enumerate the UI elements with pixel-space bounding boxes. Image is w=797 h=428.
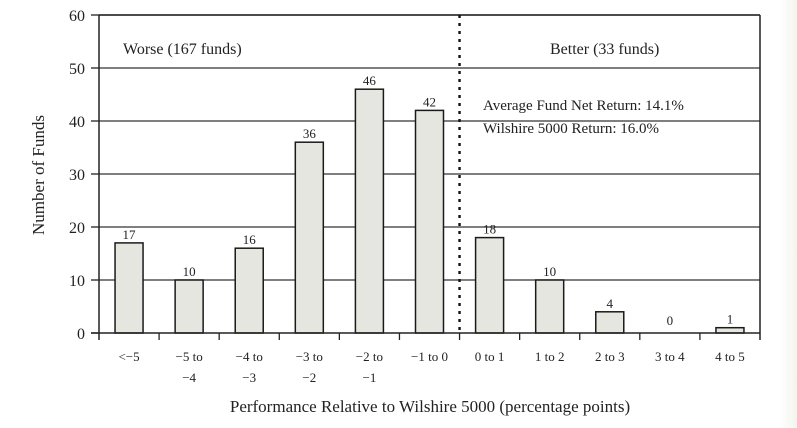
data-label: 4 <box>607 296 614 311</box>
bars <box>114 88 745 334</box>
bar <box>715 326 745 334</box>
bar <box>174 279 204 334</box>
x-tick-label: −2 <box>302 370 316 385</box>
x-tick-label: <−5 <box>118 349 139 364</box>
axes <box>91 14 761 340</box>
x-tick-label: −4 <box>182 370 196 385</box>
x-tick-label: −5 to <box>176 349 203 364</box>
x-tick-label: −1 to 0 <box>411 349 448 364</box>
worse-region-label: Worse (167 funds) <box>123 41 242 58</box>
bar <box>294 141 325 334</box>
x-tick-label: 2 to 3 <box>595 349 625 364</box>
x-tick-label: −3 <box>242 370 256 385</box>
y-axis-title: Number of Funds <box>29 115 48 235</box>
x-tick-label: 0 to 1 <box>475 349 505 364</box>
data-label: 0 <box>667 313 674 328</box>
y-tick-label: 20 <box>69 220 85 237</box>
data-label: 10 <box>543 264 556 279</box>
bar <box>474 236 505 334</box>
bar <box>114 242 144 334</box>
y-tick-label: 0 <box>77 326 85 343</box>
x-tick-label: −4 to <box>236 349 263 364</box>
data-label: 16 <box>243 232 257 247</box>
wilshire-return-annotation: Wilshire 5000 Return: 16.0% <box>483 121 659 137</box>
x-tick-label: 1 to 2 <box>535 349 565 364</box>
data-label: 36 <box>303 126 317 141</box>
paper-edge <box>779 0 797 428</box>
x-tick-label: −2 to <box>356 349 383 364</box>
y-tick-label: 50 <box>69 61 85 78</box>
data-label: 1 <box>727 312 734 327</box>
x-tick-label: 3 to 4 <box>655 349 685 364</box>
x-tick-label: 4 to 5 <box>715 349 745 364</box>
data-label: 42 <box>423 94 436 109</box>
x-tick-label: −1 <box>362 370 376 385</box>
bar <box>234 247 264 334</box>
y-tick-label: 40 <box>69 114 85 131</box>
bar <box>534 279 565 334</box>
data-label: 18 <box>483 222 496 237</box>
bar <box>354 88 385 334</box>
x-tick-label: −3 to <box>296 349 323 364</box>
y-tick-label: 60 <box>69 8 85 25</box>
y-tick-label: 10 <box>69 273 85 290</box>
bar <box>595 311 625 334</box>
bar <box>414 109 445 334</box>
data-label: 46 <box>363 73 377 88</box>
x-axis-title: Performance Relative to Wilshire 5000 (p… <box>230 397 630 416</box>
data-label: 17 <box>123 227 137 242</box>
better-region-label: Better (33 funds) <box>550 41 659 58</box>
y-tick-label: 30 <box>69 167 85 184</box>
avg-fund-return-annotation: Average Fund Net Return: 14.1% <box>483 98 684 114</box>
data-label: 10 <box>183 264 196 279</box>
